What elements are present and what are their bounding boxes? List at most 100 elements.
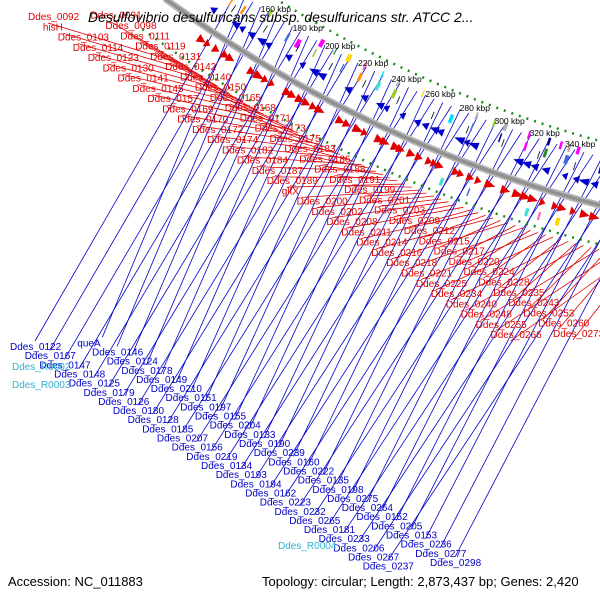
reverse-gene-leader [108,40,318,388]
forward-gene-label: Ddes_0240 [446,299,498,310]
reverse-gene-label: Ddes_0264 [342,503,394,514]
forward-gene-label: Ddes_0221 [401,269,453,280]
reverse-gene-label: Ddes_0122 [10,342,62,353]
reverse-gene-arrow [530,163,540,172]
reverse-gene-label: Ddes_0204 [210,421,262,432]
topology-text: Topology: circular; Length: 2,873,437 bp… [262,574,579,589]
scale-tick-mark [362,80,367,88]
forward-gene-label: Ddes_0173 [255,124,307,135]
reverse-gene-label: Ddes_0134 [201,461,253,472]
reverse-gene-leader [122,49,334,397]
category-block [526,131,532,140]
forward-gene-label: Ddes_0228 [478,278,530,289]
forward-gene-leader [301,189,420,198]
reverse-gene-arrow [421,122,430,131]
scale-tick-mark [430,111,435,120]
reverse-gene-label: Ddes_0210 [151,384,203,395]
category-block [379,71,385,79]
reverse-gene-leader [410,160,600,530]
reverse-gene-leader [395,152,585,521]
reverse-gene-label: Ddes_0152 [357,512,409,523]
reverse-gene-leader [307,116,478,466]
category-block [345,53,353,63]
forward-gene-arrow [245,66,256,75]
forward-gene-leader [498,238,561,289]
reverse-gene-label: Ddes_0147 [39,360,91,371]
forward-gene-arrow [569,206,576,215]
forward-gene-leader [289,144,355,162]
reverse-gene-leader [210,98,435,452]
reverse-gene-leader [146,26,293,365]
forward-gene-leader [450,240,569,301]
forward-gene-leader [542,257,600,320]
reverse-gene-leader [454,278,600,558]
forward-gene-label: Ddes_0168 [225,103,277,114]
forward-gene-label: Ddes_0131 [150,52,202,63]
forward-gene-leader [393,204,456,218]
forward-gene-label: Ddes_0214 [356,238,408,249]
reverse-gene-label: Ddes_0223 [260,498,312,509]
reverse-gene-label: Ddes_0179 [84,388,136,399]
forward-gene-leader [346,206,464,229]
reverse-gene-leader [204,62,359,402]
forward-gene-arrow [527,193,538,203]
forward-gene-leader [212,135,334,152]
category-block [447,114,455,124]
forward-gene-label: Ddes_0145 [132,84,184,95]
category-block [438,177,445,187]
reverse-gene-leader [322,122,496,475]
reverse-gene-leader [328,149,576,525]
reverse-gene-leader [293,109,461,457]
forward-gene-arrow [405,148,416,157]
forward-gene-label: Ddes_0140 [180,72,232,83]
forward-gene-label: Ddes_0203 [374,206,426,217]
forward-gene-label: Ddes_0103 [58,33,110,44]
forward-gene-label: Ddes_0224 [464,267,516,278]
forward-gene-label: Ddes_0266 [491,330,543,341]
category-block [239,5,247,15]
forward-gene-arrow [260,74,269,83]
reverse-gene-leader [313,143,558,516]
category-block [536,211,542,221]
reverse-gene-label: Ddes_0128 [128,415,180,426]
reverse-gene-leader [101,0,244,338]
category-block [502,122,509,132]
rna-gene-label: Ddes_R0004 [278,541,337,552]
reverse-gene-label: Ddes_0222 [283,467,335,478]
forward-gene-leader [438,220,501,248]
forward-gene-label: Ddes_0184 [237,156,289,167]
forward-gene-leader [331,201,449,219]
forward-gene-arrow [293,93,305,103]
forward-gene-arrow [450,166,460,176]
forward-gene-label: Ddes_0114 [73,43,124,54]
reverse-gene-leader [137,58,351,406]
category-block [227,0,234,7]
category-block [284,32,291,42]
reverse-gene-arrow [376,102,386,111]
reverse-gene-label: Ddes_0135 [298,476,350,487]
reverse-gene-label: Ddes_0153 [386,531,438,542]
forward-gene-leader [214,93,285,126]
reverse-gene-label: Ddes_0125 [69,379,121,390]
rna-gene-label: Ddes_R0002 [12,362,71,373]
forward-gene-label: Ddes_0123 [88,53,140,64]
reverse-gene-label: Ddes_0298 [430,558,482,569]
reverse-gene-label: Ddes_0233 [319,534,371,545]
category-block [390,89,398,99]
map-title: Desulfovibrio desulfuricans subsp. desul… [88,9,474,25]
reverse-gene-label: Ddes_0198 [312,485,364,496]
reverse-gene-arrow [344,87,353,95]
reverse-gene-leader [64,11,269,360]
reverse-gene-label: Ddes_0219 [186,452,238,463]
category-block [497,133,503,143]
forward-gene-leader [286,183,405,188]
forward-gene-label: Ddes_0141 [118,74,170,85]
reverse-gene-label: Ddes_0148 [54,370,106,381]
scale-tick-mark [536,151,541,160]
backbone-ring [141,0,600,246]
category-block [466,188,471,197]
category-block [575,146,581,155]
forward-gene-leader [226,145,348,159]
scale-tick-mark [262,25,268,33]
